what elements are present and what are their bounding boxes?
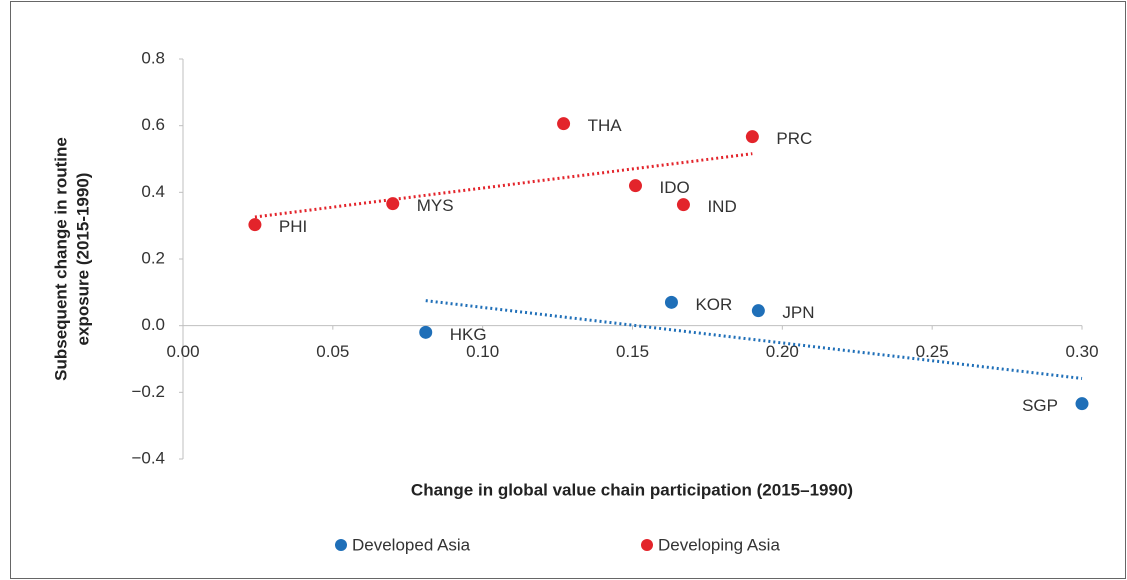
point: [386, 197, 400, 211]
legend-label: Developing Asia: [658, 535, 780, 554]
point: [419, 325, 433, 339]
point-label: SGP: [1022, 396, 1058, 415]
y-tick-label: 0.8: [141, 48, 165, 67]
legend-marker: [641, 539, 653, 551]
point-label: IDO: [659, 178, 689, 197]
x-tick-label: 0.00: [166, 342, 199, 361]
y-tick-label: 0.6: [141, 115, 165, 134]
point: [745, 130, 759, 144]
x-tick-label: 0.30: [1065, 342, 1098, 361]
x-axis-title: Change in global value chain participati…: [411, 480, 853, 499]
y-tick-label: −0.4: [131, 448, 165, 467]
legend-label: Developed Asia: [352, 535, 471, 554]
legend-marker: [335, 539, 347, 551]
x-tick-label: 0.15: [616, 342, 649, 361]
point: [676, 198, 690, 212]
point-label: PHI: [279, 217, 307, 236]
x-tick-label: 0.05: [316, 342, 349, 361]
point-label: HKG: [450, 325, 487, 344]
y-axis-title: exposure (2015-1990): [73, 173, 92, 346]
y-tick-label: 0.0: [141, 315, 165, 334]
y-tick-label: −0.2: [131, 382, 165, 401]
y-tick-label: 0.2: [141, 248, 165, 267]
point-label: KOR: [695, 295, 732, 314]
point-label: IND: [707, 197, 736, 216]
point: [557, 117, 571, 131]
point: [751, 304, 765, 318]
point-label: JPN: [782, 303, 814, 322]
trendline: [425, 299, 1083, 380]
trendline: [254, 152, 753, 219]
y-tick-label: 0.4: [141, 182, 165, 201]
point-label: PRC: [776, 129, 812, 148]
frame: [10, 1, 1126, 579]
point-label: THA: [588, 116, 623, 135]
point: [248, 218, 262, 232]
x-tick-label: 0.25: [916, 342, 949, 361]
x-tick-label: 0.10: [466, 342, 499, 361]
point: [664, 295, 678, 309]
point-label: MYS: [417, 196, 454, 215]
y-axis-title: Subsequent change in routine: [51, 137, 70, 381]
point: [628, 179, 642, 193]
point: [1075, 397, 1089, 411]
x-tick-label: 0.20: [766, 342, 799, 361]
